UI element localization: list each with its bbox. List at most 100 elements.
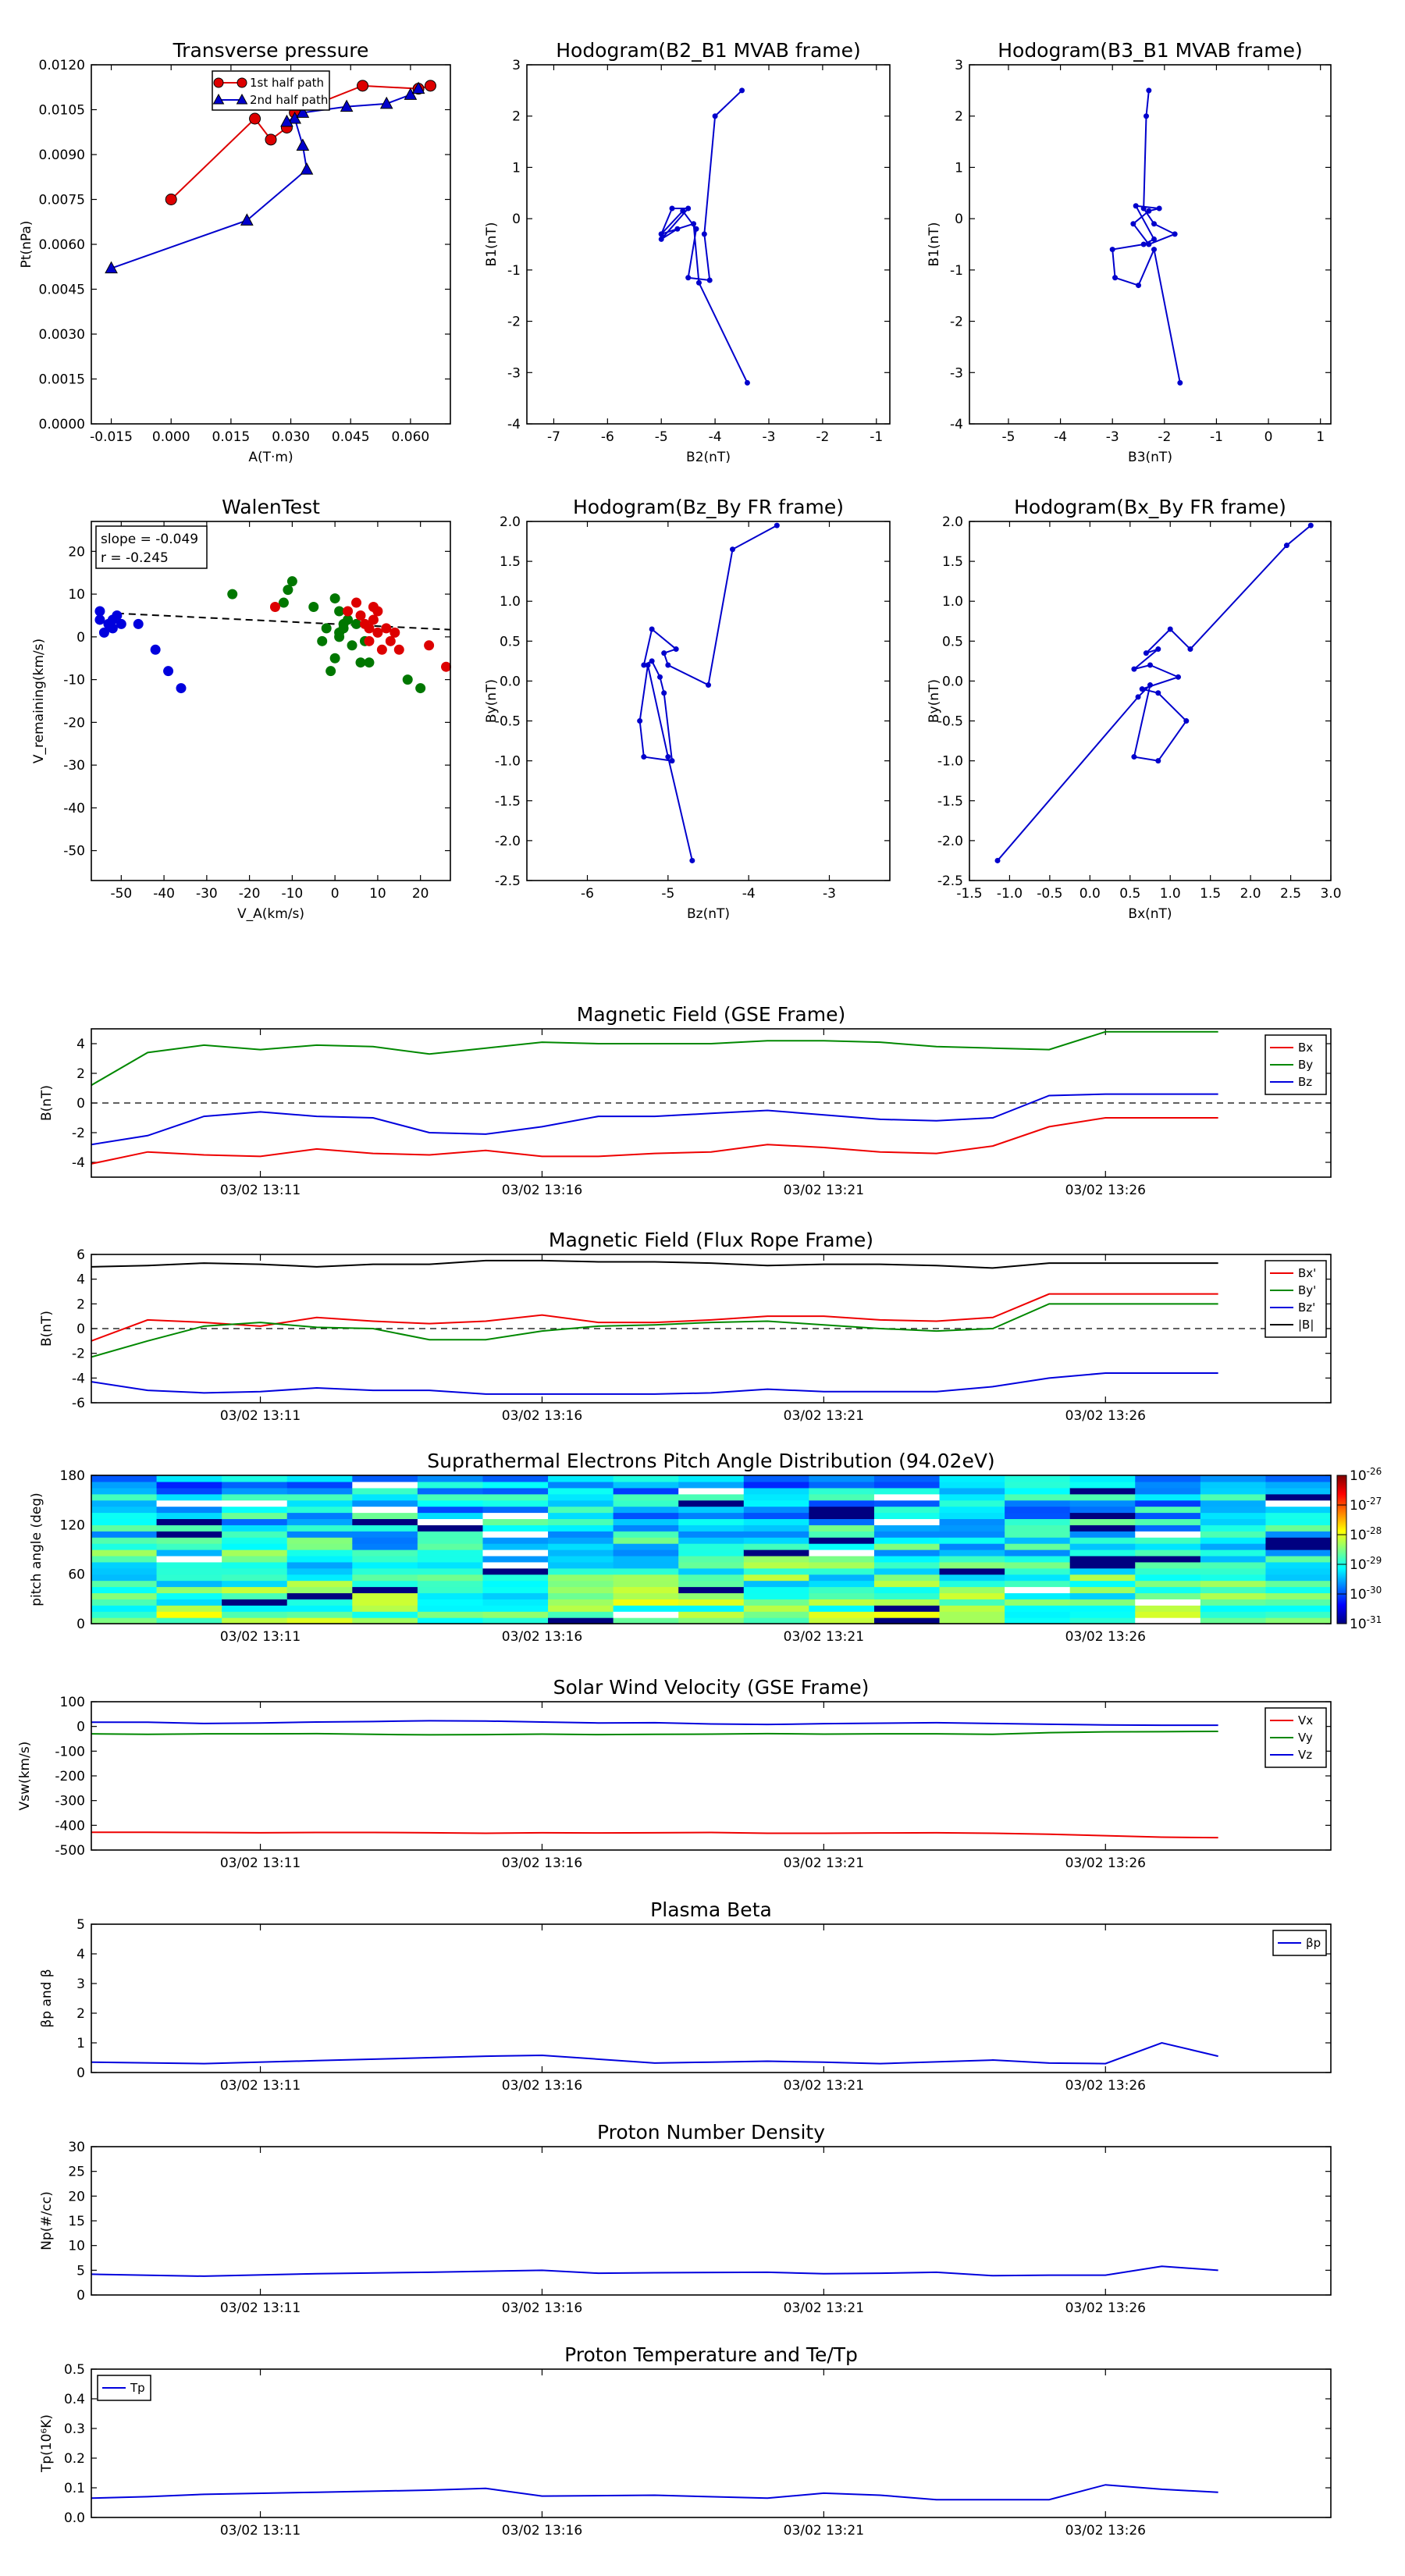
heatmap-cell bbox=[286, 1605, 353, 1612]
heatmap-cell bbox=[613, 1543, 679, 1550]
heatmap-cell bbox=[939, 1481, 1005, 1489]
heatmap-cell bbox=[548, 1475, 614, 1482]
data-point bbox=[288, 111, 302, 124]
y-tick-label: -4 bbox=[72, 1155, 85, 1171]
time-tick-label: 03/02 13:16 bbox=[502, 1856, 582, 1871]
data-point bbox=[368, 614, 379, 625]
heatmap-cell bbox=[1200, 1487, 1267, 1495]
heatmap-cell bbox=[156, 1500, 222, 1507]
heatmap-cell bbox=[743, 1605, 809, 1612]
series-line bbox=[91, 1303, 1218, 1358]
legend: 1st half path 2nd half path bbox=[212, 70, 330, 111]
heatmap-cell bbox=[482, 1611, 549, 1618]
data-point bbox=[674, 226, 681, 232]
heatmap-cell bbox=[548, 1493, 614, 1501]
y-tick-label: 3 bbox=[76, 1976, 85, 1992]
heatmap-cell bbox=[482, 1487, 549, 1495]
heatmap-cell bbox=[939, 1550, 1005, 1557]
heatmap-cell bbox=[678, 1617, 745, 1624]
heatmap-cell bbox=[482, 1518, 549, 1525]
heatmap-cell bbox=[1069, 1537, 1136, 1544]
heatmap-cell bbox=[156, 1518, 222, 1525]
heatmap-cell bbox=[548, 1617, 614, 1624]
plots-layer: Transverse pressure-0.015 0.000 0.015 0.030… bbox=[17, 39, 1382, 2539]
heatmap-cell bbox=[743, 1506, 809, 1514]
data-point bbox=[340, 99, 354, 112]
chart-title: Hodogram(B2_B1 MVAB frame) bbox=[556, 39, 861, 62]
heatmap-cell bbox=[613, 1555, 679, 1563]
heatmap-cell bbox=[156, 1487, 222, 1495]
heatmap-cell bbox=[482, 1592, 549, 1599]
heatmap-cell bbox=[417, 1481, 484, 1489]
time-tick-label: 03/02 13:21 bbox=[784, 2523, 864, 2539]
heatmap-cell bbox=[1005, 1531, 1071, 1538]
heatmap-cell bbox=[613, 1481, 679, 1489]
chart-title: Magnetic Field (Flux Rope Frame) bbox=[549, 1229, 873, 1251]
heatmap-cell bbox=[743, 1617, 809, 1624]
data-point bbox=[994, 857, 1001, 863]
heatmap-cell bbox=[222, 1525, 288, 1532]
heatmap-cell bbox=[678, 1567, 745, 1575]
heatmap-cell bbox=[91, 1487, 158, 1495]
heatmap-cell bbox=[873, 1537, 941, 1544]
heatmap-cell bbox=[1265, 1475, 1332, 1482]
heatmap-cell bbox=[156, 1550, 222, 1557]
heatmap-cell bbox=[873, 1543, 941, 1550]
colorbar-tick-base: 10 bbox=[1350, 1617, 1367, 1632]
heatmap-cell bbox=[939, 1555, 1005, 1563]
data-point bbox=[649, 626, 655, 632]
heatmap-cell bbox=[678, 1487, 745, 1495]
y-tick-label: 0.4 bbox=[64, 2392, 85, 2407]
heatmap-cell bbox=[939, 1574, 1005, 1582]
heatmap-cell bbox=[1005, 1481, 1071, 1489]
data-point bbox=[1177, 379, 1183, 386]
y-tick-label: -3 bbox=[507, 365, 521, 381]
heatmap-cell bbox=[1200, 1475, 1267, 1482]
time-tick-label: 03/02 13:21 bbox=[784, 1183, 864, 1198]
y-tick-label: -4 bbox=[72, 1371, 85, 1386]
heatmap-cell bbox=[352, 1487, 418, 1495]
heatmap-cell bbox=[222, 1574, 288, 1582]
heatmap-cell bbox=[482, 1599, 549, 1606]
heatmap-cell bbox=[286, 1592, 353, 1599]
legend: Bx By Bz bbox=[1264, 1034, 1327, 1095]
heatmap-cell bbox=[286, 1611, 353, 1618]
heatmap-cell bbox=[417, 1500, 484, 1507]
heatmap-cell bbox=[352, 1567, 418, 1575]
colorbar-tick-label: 10-28 bbox=[1350, 1525, 1382, 1543]
x-tick-label: -1 bbox=[1210, 429, 1223, 445]
data-point bbox=[249, 112, 261, 125]
legend: Vx Vy Vz bbox=[1264, 1707, 1327, 1768]
heatmap-cell bbox=[873, 1500, 941, 1507]
legend-frame bbox=[1264, 1707, 1327, 1768]
y-axis-label: βp and β bbox=[39, 1969, 55, 2027]
heatmap-cell bbox=[1200, 1574, 1267, 1582]
heatmap-cell bbox=[873, 1506, 941, 1514]
heatmap-cell bbox=[809, 1592, 875, 1599]
y-tick-label: -500 bbox=[55, 1843, 85, 1859]
heatmap-cell bbox=[743, 1586, 809, 1594]
panel-4: Hodogram(Bz_By FR frame) -6 -5 -4 -3 -2.5 -2.0… bbox=[484, 496, 891, 922]
data-point bbox=[411, 81, 425, 94]
heatmap-cell bbox=[91, 1506, 158, 1514]
heatmap-cell bbox=[482, 1512, 549, 1520]
heatmap-cell bbox=[1135, 1586, 1201, 1594]
x-tick-label: 0.5 bbox=[1119, 886, 1140, 902]
x-axis-label: Bx(nT) bbox=[1128, 906, 1172, 922]
y-tick-label: -2.0 bbox=[937, 834, 963, 849]
data-point bbox=[1135, 694, 1141, 700]
heatmap-cell bbox=[548, 1605, 614, 1612]
chart-title: Suprathermal Electrons Pitch Angle Distr… bbox=[427, 1450, 994, 1472]
heatmap-cell bbox=[352, 1493, 418, 1501]
data-point bbox=[1155, 690, 1161, 696]
heatmap-cell bbox=[939, 1592, 1005, 1599]
x-tick-label: -4 bbox=[1054, 429, 1067, 445]
time-tick-label: 03/02 13:26 bbox=[1065, 1183, 1146, 1198]
y-tick-label: -20 bbox=[63, 715, 85, 731]
series-line bbox=[91, 1259, 1218, 1269]
data-point bbox=[402, 674, 413, 685]
heatmap-cell bbox=[482, 1561, 549, 1569]
heatmap-cell bbox=[939, 1506, 1005, 1514]
data-point bbox=[364, 635, 375, 646]
y-tick-label: 0.0 bbox=[64, 2510, 85, 2526]
